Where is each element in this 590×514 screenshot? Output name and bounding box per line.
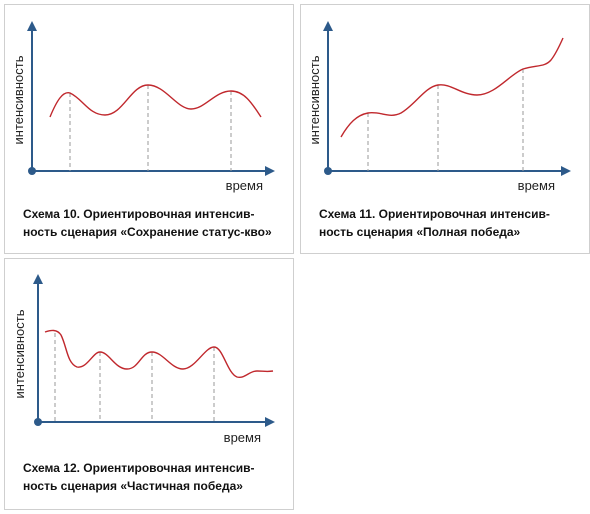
x-axis-arrow [561, 166, 571, 176]
axis-origin [28, 167, 36, 175]
peak-guides [367, 69, 524, 171]
diagram-panel-10: интенсивность время Схема 10. Ориентиров… [4, 4, 294, 254]
caption: Схема 10. Ориентировочная интенсив- ност… [23, 205, 291, 241]
diagram-panel-12: интенсивность время Схема 12. Ориентиров… [4, 258, 294, 510]
x-axis-label: время [518, 178, 555, 193]
x-axis-arrow [265, 417, 275, 427]
axis-origin [324, 167, 332, 175]
diagram-11-plot: интенсивность время [307, 21, 571, 193]
diagram-panel-11: интенсивность время Схема 11. Ориентиров… [300, 4, 590, 254]
x-axis-label: время [226, 178, 263, 193]
peak-guides [69, 85, 232, 171]
caption-line: ность сценария «Частичная победа» [23, 479, 243, 493]
diagram-10-plot: интенсивность время [11, 21, 275, 193]
y-axis-arrow [33, 274, 43, 284]
caption: Схема 11. Ориентировочная интенсив- ност… [319, 205, 587, 241]
y-axis-arrow [323, 21, 333, 31]
caption-line: ность сценария «Полная победа» [319, 225, 521, 239]
y-axis-label: интенсивность [11, 55, 26, 144]
diagram-12-plot: интенсивность время [12, 274, 275, 445]
y-axis-label: интенсивность [307, 55, 322, 144]
intensity-curve [340, 37, 564, 138]
x-axis-arrow [265, 166, 275, 176]
caption-line: ность сценария «Сохранение статус-кво» [23, 225, 272, 239]
y-axis-arrow [27, 21, 37, 31]
y-axis-label: интенсивность [12, 309, 27, 398]
peak-guides [54, 333, 215, 422]
x-axis-label: время [224, 430, 261, 445]
intensity-curve [44, 329, 274, 379]
caption-line: Схема 12. Ориентировочная интенсив- [23, 461, 255, 475]
axis-origin [34, 418, 42, 426]
intensity-curve [49, 84, 262, 118]
caption: Схема 12. Ориентировочная интенсив- ност… [23, 459, 291, 495]
caption-line: Схема 10. Ориентировочная интенсив- [23, 207, 255, 221]
caption-line: Схема 11. Ориентировочная интенсив- [319, 207, 550, 221]
